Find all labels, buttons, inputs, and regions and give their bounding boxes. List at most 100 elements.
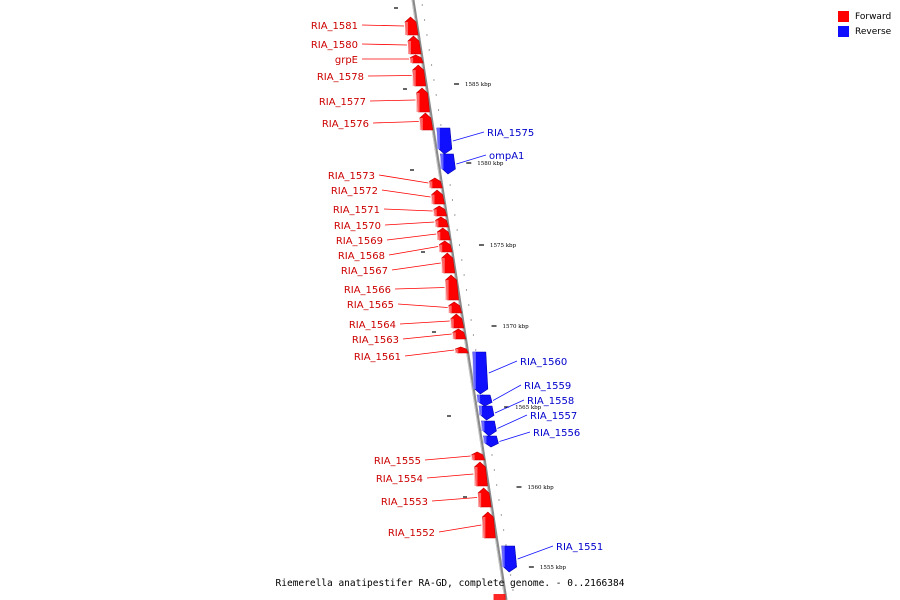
gene-shade [436, 128, 440, 149]
gene-ria_1569[interactable]: RIA_1569 [336, 227, 451, 247]
gene-label-connector [492, 384, 522, 401]
gene-shade [410, 57, 414, 63]
gene-shade [481, 421, 485, 431]
gene-label: RIA_1566 [344, 285, 391, 296]
gene-shade [472, 352, 476, 389]
gene-label: RIA_1561 [354, 352, 401, 363]
forward-swatch [838, 11, 849, 22]
gene-label-connector [397, 303, 448, 308]
tick-label: 1555 kbp [540, 565, 567, 571]
gene-ria_1557[interactable]: RIA_1557 [481, 411, 577, 437]
gene-label: RIA_1571 [333, 205, 380, 216]
legend-forward-label: Forward [855, 11, 892, 22]
gene-ria_1558[interactable]: RIA_1558 [478, 396, 574, 421]
tick-label: 1580 kbp [477, 161, 504, 167]
gene-shade [429, 181, 433, 188]
gene-label: RIA_1568 [338, 251, 385, 262]
gene-ria_1564[interactable]: RIA_1564 [349, 313, 465, 331]
reverse-swatch [838, 26, 849, 37]
gene-shade [439, 244, 443, 252]
gene-label-connector [386, 233, 437, 241]
tick-label: 1570 kbp [503, 324, 530, 330]
legend: Forward Reverse [838, 9, 891, 39]
gene-label: RIA_1558 [527, 396, 574, 407]
gene-ria_1576[interactable]: RIA_1576 [322, 112, 434, 131]
gene-shade [450, 318, 454, 328]
gene-ria_1553[interactable]: RIA_1553 [381, 487, 492, 508]
gene-ria_1570[interactable]: RIA_1570 [334, 216, 449, 232]
gene-shade [452, 332, 456, 339]
gene-shade [448, 305, 452, 313]
gene-label-connector [361, 43, 407, 46]
gene-label: RIA_1551 [556, 542, 603, 553]
gene-ria_1563[interactable]: RIA_1563 [352, 328, 467, 346]
gene-ria_1556[interactable]: RIA_1556 [483, 428, 580, 448]
gene-ria_1565[interactable]: RIA_1565 [347, 300, 463, 314]
gene-ria_1572[interactable]: RIA_1572 [331, 186, 445, 205]
legend-reverse: Reverse [838, 24, 891, 39]
gene-ria_1552[interactable]: RIA_1552 [388, 511, 496, 539]
gene-ria_1566[interactable]: RIA_1566 [344, 274, 459, 301]
gene-label-connector [391, 262, 441, 271]
gene-ria_1560[interactable]: RIA_1560 [472, 351, 567, 395]
gene-label: RIA_1559 [524, 381, 571, 392]
gene-label: RIA_1565 [347, 300, 394, 311]
gene-shade [431, 194, 435, 204]
gene-label-connector [456, 154, 487, 165]
gene-ria_1568[interactable]: RIA_1568 [338, 240, 453, 262]
gene-label-connector [378, 174, 429, 184]
gene-label-connector [383, 208, 433, 212]
gene-label-connector [431, 497, 478, 502]
gene-ria_1580[interactable]: RIA_1580 [311, 35, 422, 55]
gene-label: RIA_1563 [352, 335, 399, 346]
gene-ria_1573[interactable]: RIA_1573 [328, 171, 443, 189]
gene-shade [478, 493, 482, 507]
gene-label-connector [402, 333, 452, 340]
gene-label: RIA_1576 [322, 119, 369, 130]
gene-shade [471, 454, 475, 460]
gene-shade [419, 118, 423, 130]
gene-shade [483, 436, 487, 444]
gene-ria_1577[interactable]: RIA_1577 [319, 87, 430, 113]
gene-grpe[interactable]: grpE [335, 54, 424, 66]
gene-shade [445, 280, 449, 300]
gene-shade [412, 70, 416, 86]
gene-shade [440, 154, 444, 169]
gene-label-connector [426, 473, 474, 479]
gene-label: RIA_1557 [530, 411, 577, 422]
gene-label-connector [381, 189, 431, 198]
gene-label: RIA_1553 [381, 497, 428, 508]
gene-shade [416, 93, 420, 112]
gene-ria_1567[interactable]: RIA_1567 [341, 252, 456, 277]
gene-ria_1559[interactable]: RIA_1559 [476, 381, 571, 407]
gene-ria_1581[interactable]: RIA_1581 [311, 16, 419, 36]
gene-ria_1551[interactable]: RIA_1551 [501, 542, 604, 573]
backbone-line [411, 0, 508, 600]
gene-ria_1575[interactable]: RIA_1575 [436, 127, 534, 155]
gene-label-connector [372, 121, 419, 124]
gene-label: RIA_1575 [487, 128, 534, 139]
gene-shade [501, 546, 505, 567]
gene-ria_1555[interactable]: RIA_1555 [374, 451, 486, 467]
gene-shade [433, 209, 437, 216]
gene-ria_1578[interactable]: RIA_1578 [317, 64, 427, 87]
gene-ria_1571[interactable]: RIA_1571 [333, 205, 448, 217]
gene-ompa1[interactable]: ompA1 [440, 151, 524, 175]
gene-label-connector [367, 75, 412, 77]
gene-label-connector [517, 545, 554, 560]
gene-label-connector [384, 221, 435, 226]
tick-label: 1585 kbp [465, 82, 492, 88]
gene-shade [405, 22, 409, 35]
gene-label: RIA_1552 [388, 528, 435, 539]
gene-label: RIA_1578 [317, 72, 364, 83]
gene-label-connector [369, 99, 416, 102]
gene-shade [435, 220, 439, 227]
gene-ria_1554[interactable]: RIA_1554 [376, 461, 488, 487]
gene-label: RIA_1581 [311, 21, 358, 32]
gene-shade [479, 406, 483, 416]
gene-shade [441, 258, 445, 273]
gene-shade [482, 517, 486, 538]
legend-reverse-label: Reverse [855, 26, 892, 37]
gene-ria_1561[interactable]: RIA_1561 [354, 346, 469, 363]
